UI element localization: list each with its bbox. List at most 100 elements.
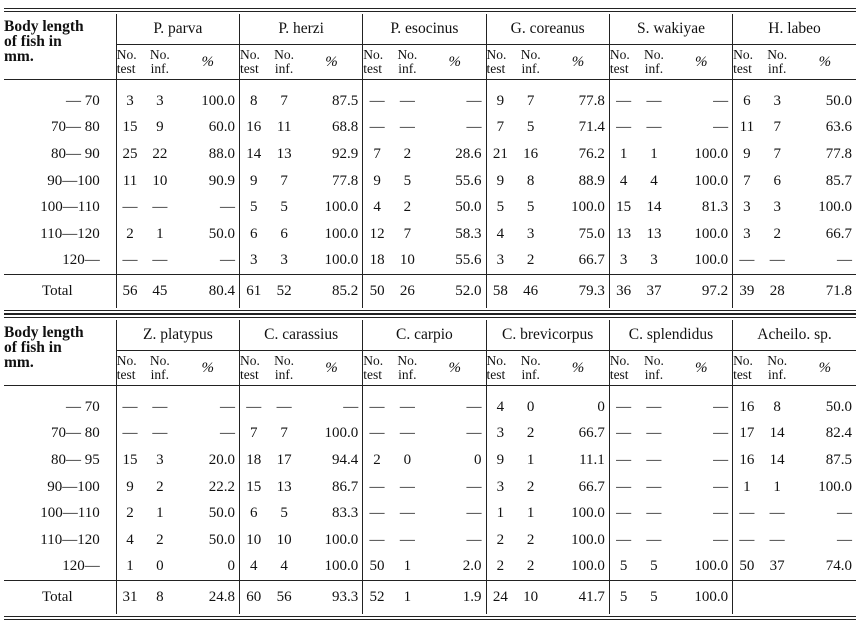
subheader-text: No. <box>397 353 418 368</box>
subheader-text: No. <box>116 353 137 368</box>
total-percent: 97.2 <box>670 274 733 309</box>
cell-no-test: 7 <box>239 420 268 448</box>
cell-no-inf: 7 <box>403 225 412 242</box>
cell-no-inf: 3 <box>773 92 781 109</box>
subheader-text: No. <box>149 353 170 368</box>
double-rule-bottom <box>4 310 856 314</box>
cell-no-inf: 10 <box>276 531 292 548</box>
cell-no-inf: 14 <box>769 451 785 468</box>
cell-no-inf: — <box>646 531 662 548</box>
total-no-test: 24 <box>485 580 515 615</box>
cell-percent: 50.0 <box>208 225 236 242</box>
cell-no-inf: 5 <box>650 558 658 575</box>
subheader-percent: % <box>176 350 240 386</box>
body-length-label: 120— <box>62 558 100 575</box>
species-header: P. esocinus <box>362 14 487 45</box>
subheader-no-inf: No. inf. <box>760 350 794 386</box>
total-percent: 93.3 <box>300 580 363 615</box>
cell-percent: 82.4 <box>825 425 852 442</box>
cell-percent: 50.0 <box>825 92 852 109</box>
cell-percent: — <box>713 92 729 109</box>
subheader-text: No. <box>240 353 260 368</box>
total-no-inf: 45 <box>143 274 177 309</box>
cell-percent: 74.0 <box>825 558 852 575</box>
cell-no-inf: 6 <box>280 225 288 242</box>
species-header: S. wakiyae <box>608 14 733 45</box>
cell-no-test: 5 <box>608 553 638 581</box>
table-row: 120— — — —3 3 100.0 18 10 55.6 3 2 66.7 3 3 100.0— — — <box>4 247 856 275</box>
cell-no-inf: 10 <box>399 252 415 269</box>
cell-no-test: 3 <box>239 247 268 275</box>
subheader-text: inf. <box>644 367 664 382</box>
subheader-no-test: No. test <box>115 350 144 386</box>
row-header-cell: Body length of fish in mm. <box>4 14 117 80</box>
total-no-inf: 37 <box>637 274 671 309</box>
body-length-label: — 70 <box>66 92 100 109</box>
subheader-text: No. <box>274 353 295 368</box>
cell-no-inf: 6 <box>773 172 781 189</box>
total-no-inf: 52 <box>267 274 301 309</box>
cell-no-inf: — <box>646 505 662 522</box>
row-header-line3: mm. <box>4 48 34 65</box>
table-row: 70— 80— — —7 7 100.0— — —3 2 66.7— — —17 14 82.4 <box>4 420 856 448</box>
cell-percent: — <box>713 478 729 495</box>
cell-no-test: — <box>608 79 638 115</box>
subheader-no-test: No. test <box>485 350 515 386</box>
subheader-percent: % <box>300 44 363 80</box>
cell-percent: — <box>220 398 236 415</box>
cell-percent: 22.2 <box>208 478 236 495</box>
cell-no-test: 18 <box>362 247 391 275</box>
total-no-test: 39 <box>732 274 761 309</box>
subheader-text: No. <box>520 353 541 368</box>
table-row: 110—120 4 2 50.0 10 10 100.0— — —2 2 100.0— — — — — — <box>4 526 856 554</box>
subheader-text: No. <box>609 47 630 62</box>
cell-no-inf: — <box>399 119 415 136</box>
cell-no-test: 4 <box>485 385 515 421</box>
cell-no-test: 16 <box>239 114 268 142</box>
cell-no-inf: — <box>399 398 415 415</box>
cell-percent: — <box>466 119 482 136</box>
cell-no-test: 7 <box>485 114 515 142</box>
cell-no-inf: 0 <box>526 398 535 415</box>
subheader-text: No. <box>363 353 384 368</box>
cell-no-inf: 7 <box>526 92 535 109</box>
subheader-text: No. <box>733 47 753 62</box>
table-row: 120— 1 0 0 4 4 100.0 50 1 2.0 2 2 100.0 5 5 100.0 50 37 74… <box>4 553 856 581</box>
cell-no-test: 15 <box>239 473 268 501</box>
body-length-label: 70— 80 <box>51 425 100 442</box>
cell-no-test: 1 <box>732 473 761 501</box>
cell-no-inf: 7 <box>773 119 781 136</box>
subheader-no-test: No. test <box>732 350 761 386</box>
cell-no-inf: — <box>646 451 662 468</box>
infection-table-top: Body length of fish in mm. P. parva P. h… <box>4 14 856 309</box>
cell-percent: 71.4 <box>578 119 605 136</box>
total-percent: 80.4 <box>176 274 240 309</box>
cell-percent: 100.0 <box>694 252 729 269</box>
body-length-label: 80— 95 <box>51 451 100 468</box>
cell-no-test: 9 <box>485 167 515 195</box>
cell-no-test: — <box>732 500 761 527</box>
cell-no-inf: 14 <box>646 199 662 216</box>
cell-percent: 88.9 <box>578 172 605 189</box>
subheader-text: No. <box>486 353 507 368</box>
cell-percent: 100.0 <box>324 225 359 242</box>
subheader-text: test <box>486 367 506 382</box>
cell-no-inf: 3 <box>156 92 164 109</box>
cell-percent: 100.0 <box>694 225 729 242</box>
subheader-percent: % <box>176 44 240 80</box>
cell-percent: — <box>713 531 729 548</box>
cell-no-inf: 11 <box>276 119 292 136</box>
row-header-line2: of fish in <box>4 339 62 356</box>
cell-no-inf: — <box>399 478 415 495</box>
cell-no-test: — <box>362 79 391 115</box>
cell-no-inf: — <box>152 252 168 269</box>
cell-no-inf: 3 <box>156 451 164 468</box>
total-no-inf: 10 <box>514 580 548 615</box>
row-header-line1: Body length <box>4 324 84 341</box>
species-header: C. carpio <box>362 320 487 351</box>
cell-percent: — <box>713 505 729 522</box>
subheader-text: No. <box>767 47 788 62</box>
cell-percent: — <box>466 398 482 415</box>
subheader-text: test <box>240 61 259 76</box>
cell-no-inf: 3 <box>650 252 658 269</box>
